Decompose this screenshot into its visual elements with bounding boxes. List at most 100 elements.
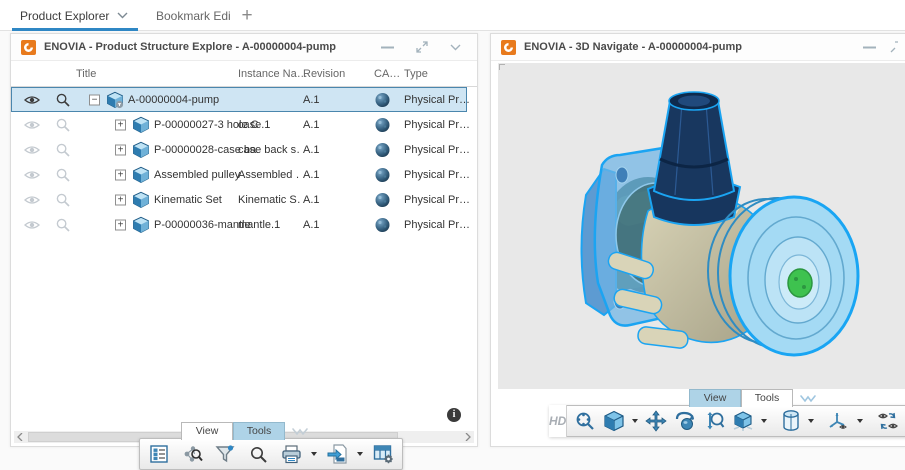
search-icon[interactable] [245, 441, 271, 467]
filter-icon[interactable] [212, 441, 238, 467]
toolbar-collapse-icon[interactable] [799, 394, 817, 405]
right-footer-tabs: View Tools [689, 389, 817, 407]
part-cube-icon [106, 91, 124, 108]
3d-viewport[interactable] [498, 63, 905, 389]
row-instance: Assembled … [238, 168, 300, 181]
export-csv-icon[interactable] [324, 441, 350, 467]
row-revision: A.1 [303, 218, 320, 231]
toolbar-collapse-icon[interactable] [291, 427, 309, 438]
active-tab-underline [12, 28, 139, 31]
row-type: Physical Pr… [404, 118, 471, 131]
print-icon[interactable] [278, 441, 304, 467]
zoom-to-icon[interactable] [56, 143, 70, 157]
cad-globe-icon [375, 117, 390, 132]
hd-toggle[interactable]: HD [549, 405, 568, 437]
visibility-eye-icon[interactable] [24, 144, 40, 155]
structure-search-icon[interactable] [179, 441, 205, 467]
minimize-icon[interactable] [381, 46, 394, 49]
column-header-cad[interactable]: CA… [374, 68, 401, 80]
panel-header: ENOVIA - 3D Navigate - A-00000004-pump [491, 34, 905, 61]
expand-icon[interactable] [416, 41, 428, 53]
expand-toggle[interactable]: + [115, 194, 126, 205]
section-dropdown-caret[interactable] [808, 419, 815, 423]
iso-view-cube-icon[interactable] [603, 408, 625, 434]
zoom-to-icon[interactable] [56, 118, 70, 132]
column-header-revision[interactable]: Revision [303, 68, 346, 80]
column-header-type[interactable]: Type [404, 68, 428, 80]
render-style-icon[interactable] [732, 408, 754, 434]
pan-icon[interactable] [645, 408, 668, 434]
add-tab-button[interactable]: + [241, 5, 253, 26]
table-settings-icon[interactable] [370, 441, 396, 467]
zoom-to-icon[interactable] [56, 93, 70, 107]
section-cylinder-icon[interactable] [781, 408, 801, 434]
column-header-title[interactable]: Title [76, 68, 97, 80]
right-toolbar: HD [549, 405, 905, 437]
zoom-to-icon[interactable] [56, 193, 70, 207]
viewport-corner-handle [499, 64, 505, 70]
row-title: P-00000028-case ba… [154, 143, 258, 156]
tree-view-icon[interactable] [146, 441, 172, 467]
export-dropdown-caret[interactable] [357, 452, 363, 456]
print-dropdown-caret[interactable] [311, 452, 317, 456]
row-revision: A.1 [303, 168, 320, 181]
tab-product-explorer[interactable]: Product Explorer [12, 0, 139, 31]
row-title: P-00000027-3 hole C… [154, 118, 258, 131]
footer-tab-tools[interactable]: Tools [741, 389, 793, 407]
tab-label: Bookmark Edi [156, 8, 231, 23]
axes-dropdown-caret[interactable] [857, 419, 864, 423]
zoom-to-icon[interactable] [56, 218, 70, 232]
rotate-icon[interactable] [674, 408, 696, 434]
footer-tab-view[interactable]: View [689, 389, 741, 407]
enovia-logo-icon [501, 39, 516, 55]
cad-globe-icon [375, 192, 390, 207]
visibility-eye-icon[interactable] [24, 169, 40, 180]
left-toolbar [139, 438, 403, 470]
row-revision: A.1 [303, 193, 320, 206]
row-type: Physical Pr… [404, 143, 471, 156]
cad-globe-icon [375, 217, 390, 232]
visibility-eye-icon[interactable] [24, 219, 40, 230]
visibility-eye-icon[interactable] [24, 194, 40, 205]
row-revision: A.1 [303, 143, 320, 156]
axes-icon[interactable] [828, 408, 850, 434]
column-header-instance[interactable]: Instance Na… [238, 68, 308, 80]
swap-visibility-icon[interactable] [877, 408, 901, 434]
expand-icon[interactable] [890, 41, 898, 53]
view-dropdown-caret[interactable] [632, 419, 639, 423]
expand-toggle[interactable]: + [115, 119, 126, 130]
row-title: Assembled pulley [154, 168, 241, 181]
expand-toggle[interactable]: + [115, 144, 126, 155]
chevron-down-icon[interactable] [450, 44, 461, 51]
visibility-eye-icon[interactable] [24, 94, 40, 105]
table-row[interactable]: + P-00000028-case ba…case back s…A.1 Physi… [11, 137, 470, 162]
scroll-right-arrow-icon[interactable] [462, 431, 474, 443]
expand-toggle[interactable]: − [89, 94, 100, 105]
chevron-down-icon[interactable] [117, 12, 128, 19]
expand-toggle[interactable]: + [115, 169, 126, 180]
navigate-3d-panel: ENOVIA - 3D Navigate - A-00000004-pump [490, 33, 905, 447]
panel-header: ENOVIA - Product Structure Explore - A-0… [11, 34, 477, 61]
table-row[interactable]: + P-00000036-mantle mantle.1 A.1 Physical Pr… [11, 212, 470, 237]
row-title: P-00000036-mantle [154, 218, 251, 231]
fit-all-icon[interactable] [574, 408, 596, 434]
visibility-eye-icon[interactable] [24, 119, 40, 130]
footer-tab-view[interactable]: View [181, 422, 233, 440]
scroll-left-arrow-icon[interactable] [14, 431, 26, 443]
render-dropdown-caret[interactable] [761, 419, 768, 423]
info-icon[interactable]: i [447, 408, 461, 422]
expand-toggle[interactable]: + [115, 219, 126, 230]
table-row[interactable]: + P-00000027-3 hole C…case.1 A.1 Physical P… [11, 112, 470, 137]
zoom-icon[interactable] [703, 408, 725, 434]
table-row[interactable]: + Kinematic Set Kinematic S…A.1 Physical Pr… [11, 187, 470, 212]
panel-title: ENOVIA - 3D Navigate - A-00000004-pump [524, 41, 743, 53]
footer-tab-tools[interactable]: Tools [233, 422, 285, 440]
part-cube-icon [132, 116, 150, 133]
zoom-to-icon[interactable] [56, 168, 70, 182]
table-row[interactable]: + Assembled pulley Assembled … A.1 Physical … [11, 162, 470, 187]
row-instance: mantle.1 [238, 218, 281, 231]
structure-table: − A-00000004-pump A.1 Physical Pr… + P-000000… [11, 87, 470, 237]
tab-bookmark-editor[interactable]: Bookmark Edi [156, 0, 231, 31]
minimize-icon[interactable] [863, 46, 876, 49]
table-row[interactable]: − A-00000004-pump A.1 Physical Pr… [11, 87, 470, 112]
